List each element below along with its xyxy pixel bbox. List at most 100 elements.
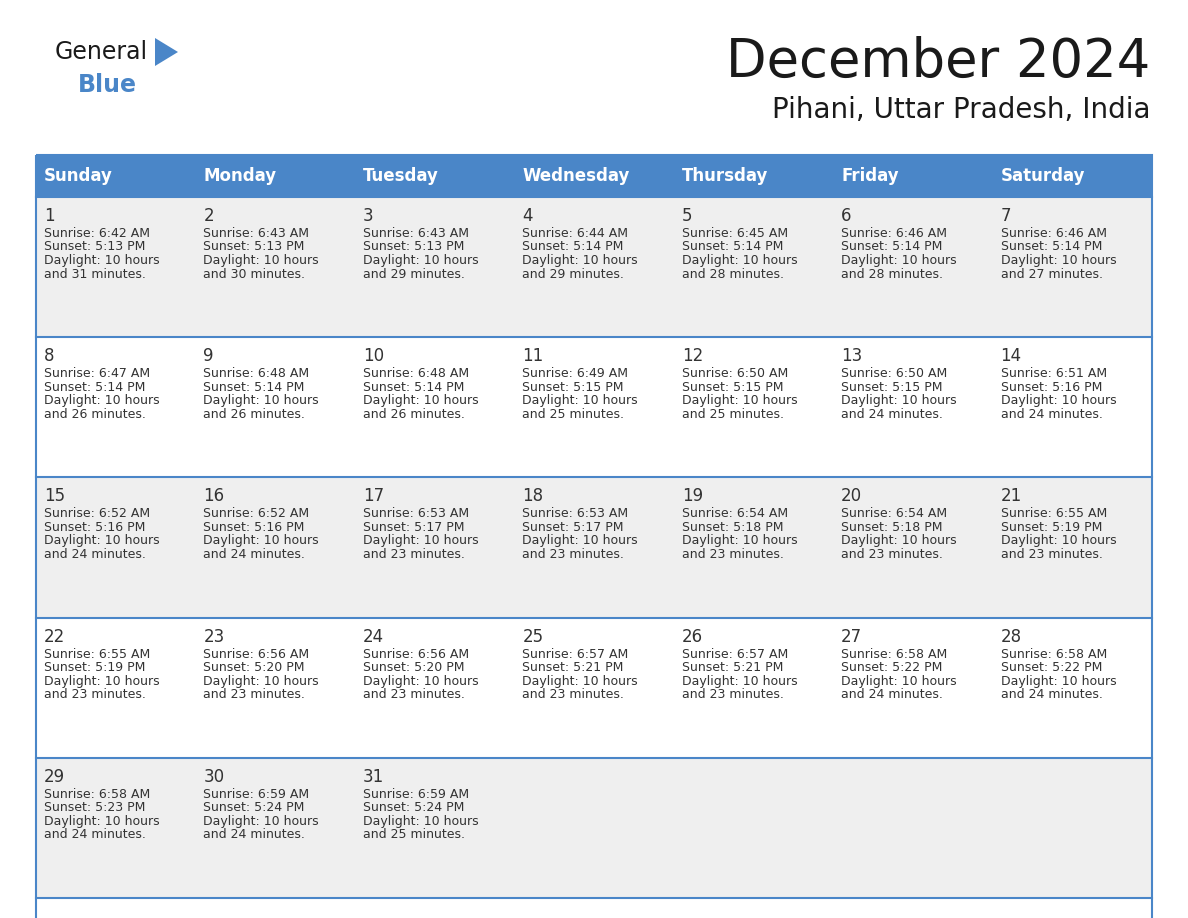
Text: Sunrise: 6:56 AM: Sunrise: 6:56 AM [362,647,469,661]
Text: Sunset: 5:13 PM: Sunset: 5:13 PM [44,241,145,253]
Text: 29: 29 [44,767,65,786]
Text: 16: 16 [203,487,225,506]
Bar [355,337,514,477]
Text: 13: 13 [841,347,862,365]
Text: Daylight: 10 hours: Daylight: 10 hours [44,815,159,828]
Text: Tuesday: Tuesday [362,167,438,185]
Bar [674,197,833,337]
Bar [992,757,1152,898]
Text: Daylight: 10 hours: Daylight: 10 hours [362,815,479,828]
Text: Sunrise: 6:59 AM: Sunrise: 6:59 AM [362,788,469,800]
Text: Sunset: 5:14 PM: Sunset: 5:14 PM [523,241,624,253]
Text: 14: 14 [1000,347,1022,365]
Bar [36,618,196,757]
Text: Daylight: 10 hours: Daylight: 10 hours [1000,534,1117,547]
Text: Daylight: 10 hours: Daylight: 10 hours [682,394,797,408]
Text: 21: 21 [1000,487,1022,506]
Text: Daylight: 10 hours: Daylight: 10 hours [523,394,638,408]
Bar [36,155,1152,918]
Text: and 24 minutes.: and 24 minutes. [1000,408,1102,420]
Bar [36,337,196,477]
Text: Sunrise: 6:53 AM: Sunrise: 6:53 AM [362,508,469,521]
Text: Thursday: Thursday [682,167,769,185]
Text: Daylight: 10 hours: Daylight: 10 hours [841,254,956,267]
Text: Sunrise: 6:55 AM: Sunrise: 6:55 AM [44,647,150,661]
Text: and 27 minutes.: and 27 minutes. [1000,267,1102,281]
Bar [196,337,355,477]
Text: Sunset: 5:16 PM: Sunset: 5:16 PM [1000,381,1102,394]
Text: and 28 minutes.: and 28 minutes. [682,267,784,281]
Bar [36,757,196,898]
Text: and 24 minutes.: and 24 minutes. [1000,688,1102,701]
Text: Saturday: Saturday [1000,167,1085,185]
Bar [514,477,674,618]
Bar [196,757,355,898]
Text: 26: 26 [682,628,703,645]
Text: Sunrise: 6:48 AM: Sunrise: 6:48 AM [362,367,469,380]
Text: Sunrise: 6:44 AM: Sunrise: 6:44 AM [523,227,628,240]
Bar [992,477,1152,618]
Text: Daylight: 10 hours: Daylight: 10 hours [523,675,638,688]
Text: Sunset: 5:16 PM: Sunset: 5:16 PM [203,521,305,534]
Bar [833,477,992,618]
Bar [514,155,674,197]
Bar [355,155,514,197]
Text: and 23 minutes.: and 23 minutes. [523,548,624,561]
Text: 7: 7 [1000,207,1011,225]
Text: Sunset: 5:14 PM: Sunset: 5:14 PM [203,381,305,394]
Text: Sunset: 5:17 PM: Sunset: 5:17 PM [523,521,624,534]
Text: Daylight: 10 hours: Daylight: 10 hours [1000,254,1117,267]
Text: Sunset: 5:20 PM: Sunset: 5:20 PM [203,661,305,674]
Bar [674,155,833,197]
Text: Sunset: 5:19 PM: Sunset: 5:19 PM [1000,521,1102,534]
Bar [355,197,514,337]
Text: Daylight: 10 hours: Daylight: 10 hours [203,534,320,547]
Bar [833,757,992,898]
Text: 19: 19 [682,487,703,506]
Text: Sunrise: 6:57 AM: Sunrise: 6:57 AM [523,647,628,661]
Text: and 24 minutes.: and 24 minutes. [44,548,146,561]
Text: Sunset: 5:24 PM: Sunset: 5:24 PM [362,801,465,814]
Text: Sunset: 5:21 PM: Sunset: 5:21 PM [523,661,624,674]
Text: Sunrise: 6:58 AM: Sunrise: 6:58 AM [44,788,150,800]
Text: 10: 10 [362,347,384,365]
Text: Sunrise: 6:49 AM: Sunrise: 6:49 AM [523,367,628,380]
Bar [833,197,992,337]
Text: and 23 minutes.: and 23 minutes. [44,688,146,701]
Bar [196,477,355,618]
Text: 17: 17 [362,487,384,506]
Text: 1: 1 [44,207,55,225]
Text: Daylight: 10 hours: Daylight: 10 hours [523,254,638,267]
Text: 2: 2 [203,207,214,225]
Bar [355,618,514,757]
Text: Daylight: 10 hours: Daylight: 10 hours [1000,675,1117,688]
Text: and 23 minutes.: and 23 minutes. [203,688,305,701]
Text: General: General [55,40,148,64]
Text: Sunrise: 6:48 AM: Sunrise: 6:48 AM [203,367,310,380]
Text: and 24 minutes.: and 24 minutes. [203,548,305,561]
Text: and 24 minutes.: and 24 minutes. [841,688,943,701]
Text: Daylight: 10 hours: Daylight: 10 hours [203,394,320,408]
Text: Sunset: 5:13 PM: Sunset: 5:13 PM [203,241,305,253]
Text: 20: 20 [841,487,862,506]
Text: Daylight: 10 hours: Daylight: 10 hours [362,254,479,267]
Text: Sunrise: 6:58 AM: Sunrise: 6:58 AM [841,647,947,661]
Text: Sunrise: 6:54 AM: Sunrise: 6:54 AM [682,508,788,521]
Text: Sunset: 5:14 PM: Sunset: 5:14 PM [682,241,783,253]
Text: 24: 24 [362,628,384,645]
Bar [833,155,992,197]
Bar [196,618,355,757]
Text: Sunrise: 6:52 AM: Sunrise: 6:52 AM [203,508,310,521]
Bar [196,197,355,337]
Bar [355,757,514,898]
Text: 31: 31 [362,767,384,786]
Text: 6: 6 [841,207,852,225]
Text: and 24 minutes.: and 24 minutes. [841,408,943,420]
Text: Daylight: 10 hours: Daylight: 10 hours [1000,394,1117,408]
Bar [992,155,1152,197]
Text: 15: 15 [44,487,65,506]
Text: Sunset: 5:22 PM: Sunset: 5:22 PM [841,661,942,674]
Text: Daylight: 10 hours: Daylight: 10 hours [44,254,159,267]
Text: Daylight: 10 hours: Daylight: 10 hours [523,534,638,547]
Text: December 2024: December 2024 [726,36,1150,88]
